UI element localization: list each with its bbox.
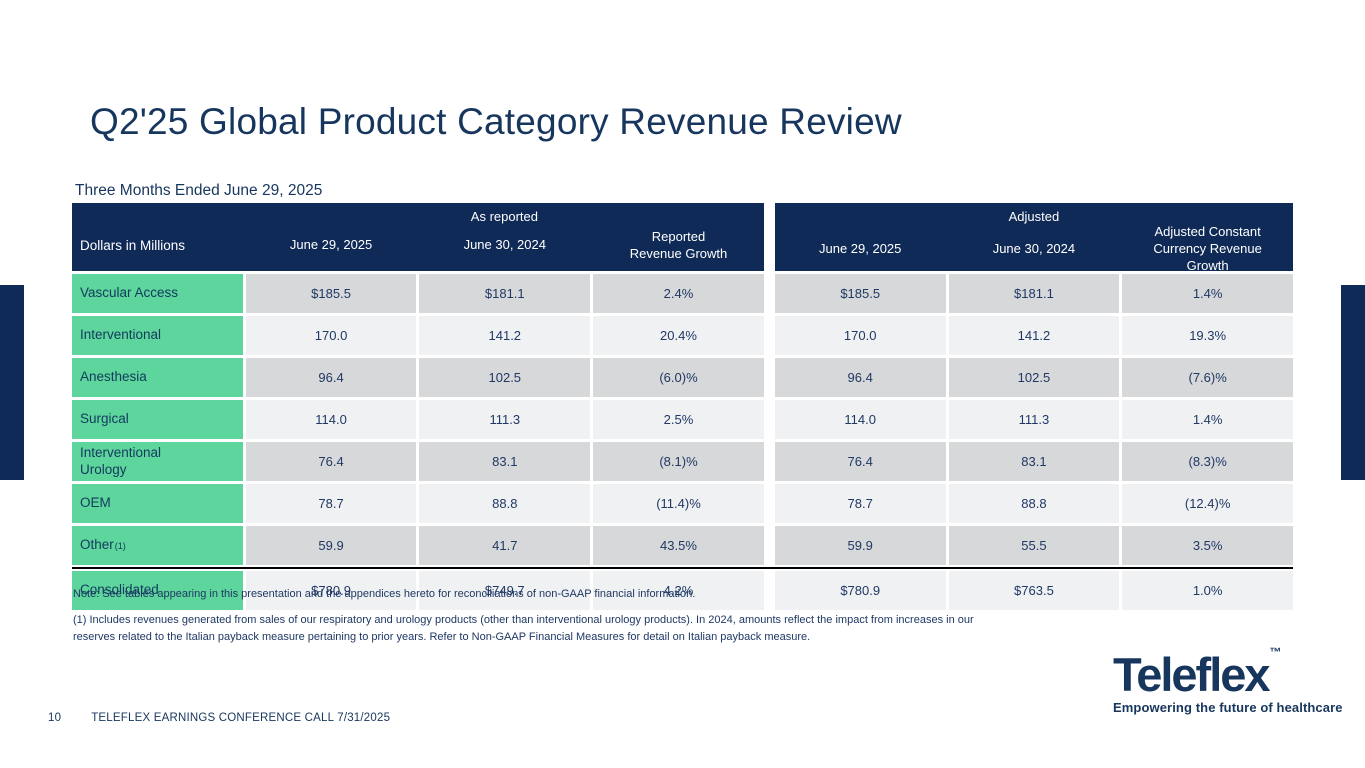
- value-cell: 1.4%: [1122, 274, 1293, 313]
- value-cell: 114.0: [774, 400, 946, 439]
- table-header-as-reported: As reported Dollars in Millions June 29,…: [72, 203, 764, 271]
- value-cell: 88.8: [948, 484, 1120, 523]
- value-cell: 141.2: [419, 316, 591, 355]
- group-header-adjusted: Adjusted: [1008, 209, 1060, 224]
- value-cell: (11.4)%: [593, 484, 764, 523]
- category-cell: OEM: [72, 484, 243, 523]
- category-cell: Interventional Urology: [72, 442, 243, 481]
- category-cell: Vascular Access: [72, 274, 243, 313]
- value-cell: 2.4%: [593, 274, 764, 313]
- value-cell: 78.7: [774, 484, 946, 523]
- table-center-gap: [767, 316, 772, 355]
- value-cell: 102.5: [419, 358, 591, 397]
- value-cell: 83.1: [948, 442, 1120, 481]
- footer-text: TELEFLEX EARNINGS CONFERENCE CALL 7/31/2…: [91, 712, 391, 724]
- value-cell: 102.5: [948, 358, 1120, 397]
- table-center-gap: [767, 484, 772, 523]
- column-header: Reported Revenue Growth: [629, 228, 728, 261]
- value-cell: 2.5%: [593, 400, 764, 439]
- table-center-gap: [767, 442, 772, 481]
- right-accent-bar: [1341, 285, 1365, 480]
- value-cell: 43.5%: [593, 526, 764, 565]
- value-cell: (8.1)%: [593, 442, 764, 481]
- category-cell: Interventional: [72, 316, 243, 355]
- value-cell: 41.7: [419, 526, 591, 565]
- value-cell: 59.9: [245, 526, 417, 565]
- table-caption: Three Months Ended June 29, 2025: [75, 182, 323, 199]
- teleflex-logo: Teleflex™ Empowering the future of healt…: [1113, 645, 1343, 716]
- value-cell: $780.9: [245, 571, 417, 610]
- value-cell: 111.3: [419, 400, 591, 439]
- table-center-gap: [767, 358, 772, 397]
- page-number: 10: [48, 712, 62, 724]
- table-center-gap: [767, 274, 772, 313]
- logo-tagline: Empowering the future of healthcare: [1113, 700, 1343, 716]
- table-header-adjusted: Adjusted June 29, 2025 June 30, 2024 Adj…: [774, 203, 1293, 273]
- value-cell: 19.3%: [1122, 316, 1293, 355]
- value-cell: 170.0: [774, 316, 946, 355]
- column-headers-left: Dollars in Millions June 29, 2025 June 3…: [72, 224, 764, 271]
- value-cell: 76.4: [774, 442, 946, 481]
- value-cell: $185.5: [245, 274, 417, 313]
- value-cell: 76.4: [245, 442, 417, 481]
- revenue-table: As reported Dollars in Millions June 29,…: [72, 203, 1293, 610]
- value-cell: 3.5%: [1122, 526, 1293, 565]
- value-cell: $181.1: [948, 274, 1120, 313]
- value-cell: 20.4%: [593, 316, 764, 355]
- table-center-gap: [767, 203, 772, 271]
- value-cell: 59.9: [774, 526, 946, 565]
- value-cell: 83.1: [419, 442, 591, 481]
- value-cell: $780.9: [774, 571, 946, 610]
- value-cell: 1.4%: [1122, 400, 1293, 439]
- column-header: June 29, 2025: [289, 237, 373, 253]
- value-cell: 55.5: [948, 526, 1120, 565]
- value-cell: 96.4: [245, 358, 417, 397]
- slide-footer: 10 TELEFLEX EARNINGS CONFERENCE CALL 7/31…: [48, 712, 390, 724]
- category-cell: Consolidated: [72, 571, 243, 610]
- corner-label: Dollars in Millions: [80, 237, 186, 253]
- column-headers-right: June 29, 2025 June 30, 2024 Adjusted Con…: [775, 224, 1293, 279]
- value-cell: $763.5: [948, 571, 1120, 610]
- value-cell: 1.0%: [1122, 571, 1293, 610]
- table-center-gap: [767, 526, 772, 565]
- value-cell: (8.3)%: [1122, 442, 1293, 481]
- value-cell: (12.4)%: [1122, 484, 1293, 523]
- category-cell: Surgical: [72, 400, 243, 439]
- group-header-as-reported: As reported: [470, 209, 538, 224]
- value-cell: 111.3: [948, 400, 1120, 439]
- footnote-note: Note: See tables appearing in this prese…: [73, 588, 696, 600]
- value-cell: 88.8: [419, 484, 591, 523]
- value-cell: (6.0)%: [593, 358, 764, 397]
- value-cell: (7.6)%: [1122, 358, 1293, 397]
- value-cell: 4.2%: [593, 571, 764, 610]
- column-header: Adjusted Constant Currency Revenue Growt…: [1153, 224, 1262, 273]
- column-header: June 30, 2024: [992, 240, 1076, 256]
- value-cell: $181.1: [419, 274, 591, 313]
- trademark-symbol: ™: [1269, 645, 1282, 660]
- table-center-gap: [767, 400, 772, 439]
- category-cell: Anesthesia: [72, 358, 243, 397]
- value-cell: $185.5: [774, 274, 946, 313]
- value-cell: 141.2: [948, 316, 1120, 355]
- value-cell: 78.7: [245, 484, 417, 523]
- total-divider-rule: [72, 567, 1293, 569]
- value-cell: 96.4: [774, 358, 946, 397]
- footnote-1: (1) Includes revenues generated from sal…: [73, 614, 974, 644]
- left-accent-bar: [0, 285, 24, 480]
- column-header: June 29, 2025: [818, 240, 902, 256]
- logo-wordmark: Teleflex™: [1113, 645, 1282, 701]
- value-cell: 170.0: [245, 316, 417, 355]
- value-cell: 114.0: [245, 400, 417, 439]
- category-cell: Other (1): [72, 526, 243, 565]
- column-header: June 30, 2024: [463, 237, 546, 253]
- page-title: Q2'25 Global Product Category Revenue Re…: [90, 101, 902, 142]
- value-cell: $749.7: [419, 571, 591, 610]
